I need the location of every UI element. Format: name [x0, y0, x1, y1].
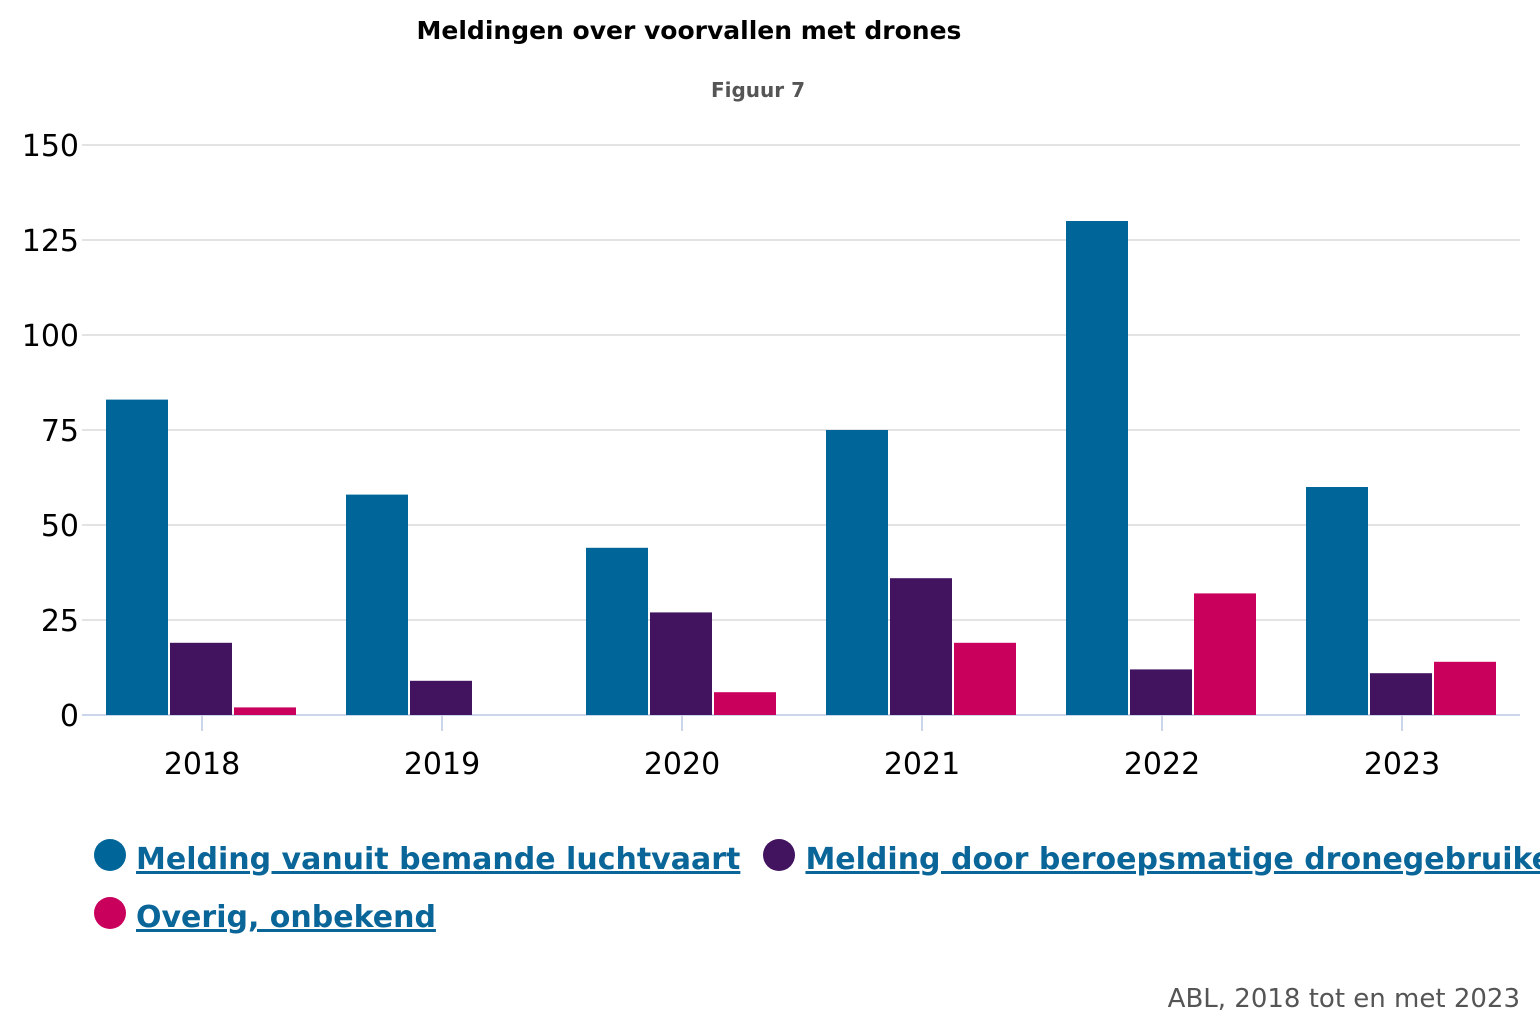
- y-tick-label: 150: [22, 129, 79, 164]
- y-tick-label: 0: [60, 699, 79, 734]
- y-tick-label: 25: [41, 604, 79, 639]
- legend-item-bemande-luchtvaart[interactable]: Melding vanuit bemande luchtvaart: [94, 834, 740, 884]
- legend-row-1: Melding vanuit bemande luchtvaart Meldin…: [94, 834, 1540, 892]
- legend-dot-icon: [94, 839, 126, 871]
- bar-2018-series-0[interactable]: [106, 399, 168, 715]
- x-tick-label: 2023: [1364, 747, 1440, 782]
- x-tick-label: 2019: [404, 747, 480, 782]
- legend-label[interactable]: Overig, onbekend: [136, 899, 436, 935]
- bar-2020-series-0[interactable]: [586, 547, 648, 715]
- grid-lines: [82, 144, 1520, 716]
- bar-2022-series-2[interactable]: [1194, 593, 1256, 715]
- y-axis-ticks: 0 25 50 75 100 125 150: [22, 129, 79, 734]
- y-tick-label: 125: [22, 224, 79, 259]
- source-note: ABL, 2018 tot en met 2023: [1167, 984, 1520, 1014]
- bar-2019-series-0[interactable]: [346, 494, 408, 715]
- bar-2020-series-1[interactable]: [650, 612, 712, 715]
- legend-label[interactable]: Melding door beroepsmatige dronegebruike…: [805, 841, 1540, 877]
- bar-2019-series-1[interactable]: [410, 680, 472, 715]
- legend: Melding vanuit bemande luchtvaart Meldin…: [94, 834, 1540, 950]
- legend-dot-icon: [763, 839, 796, 871]
- bar-2020-series-2[interactable]: [714, 692, 776, 715]
- bars: [106, 221, 1496, 715]
- x-tick-label: 2021: [884, 747, 960, 782]
- y-tick-label: 50: [41, 509, 79, 544]
- x-axis-ticks: 2018 2019 2020 2021 2022 2023: [164, 715, 1440, 782]
- bar-2021-series-0[interactable]: [826, 430, 888, 715]
- bar-2023-series-2[interactable]: [1434, 661, 1496, 715]
- bar-2022-series-1[interactable]: [1130, 669, 1192, 715]
- bar-2021-series-1[interactable]: [890, 578, 952, 715]
- bar-chart: 0 25 50 75 100 125 150 2018 2019 2020 2021 2022 202…: [22, 129, 1520, 782]
- bar-2023-series-1[interactable]: [1370, 673, 1432, 715]
- legend-dot-icon: [94, 897, 126, 929]
- x-tick-label: 2022: [1124, 747, 1200, 782]
- x-tick-label: 2018: [164, 747, 240, 782]
- y-tick-label: 100: [22, 319, 79, 354]
- legend-item-beroepsmatige-dronegebruikers[interactable]: Melding door beroepsmatige dronegebruike…: [763, 834, 1540, 884]
- bar-2023-series-0[interactable]: [1306, 487, 1368, 715]
- y-tick-label: 75: [41, 414, 79, 449]
- bar-2022-series-0[interactable]: [1066, 221, 1128, 715]
- chart-title: Meldingen over voorvallen met drones: [416, 16, 962, 45]
- chart-subtitle: Figuur 7: [710, 78, 806, 102]
- x-tick-label: 2020: [644, 747, 720, 782]
- bar-2018-series-1[interactable]: [170, 642, 232, 715]
- legend-label[interactable]: Melding vanuit bemande luchtvaart: [136, 841, 741, 877]
- bar-2021-series-2[interactable]: [954, 642, 1016, 715]
- bar-2018-series-2[interactable]: [234, 707, 296, 715]
- legend-row-2: Overig, onbekend: [94, 892, 1540, 950]
- legend-item-overig-onbekend[interactable]: Overig, onbekend: [94, 892, 436, 942]
